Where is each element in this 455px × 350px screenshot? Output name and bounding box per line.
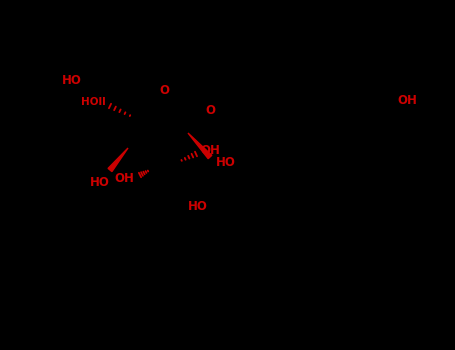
Text: HO: HO — [216, 156, 236, 169]
Text: HO: HO — [62, 74, 82, 86]
Text: O: O — [205, 105, 215, 118]
Text: HO: HO — [90, 175, 110, 189]
Text: OH: OH — [114, 172, 134, 184]
Text: OH: OH — [397, 93, 417, 106]
Text: HOll: HOll — [81, 97, 106, 107]
Text: O: O — [159, 84, 169, 98]
Text: HO: HO — [188, 199, 208, 212]
Polygon shape — [108, 148, 128, 172]
Polygon shape — [188, 133, 212, 159]
Text: OH: OH — [200, 144, 220, 156]
